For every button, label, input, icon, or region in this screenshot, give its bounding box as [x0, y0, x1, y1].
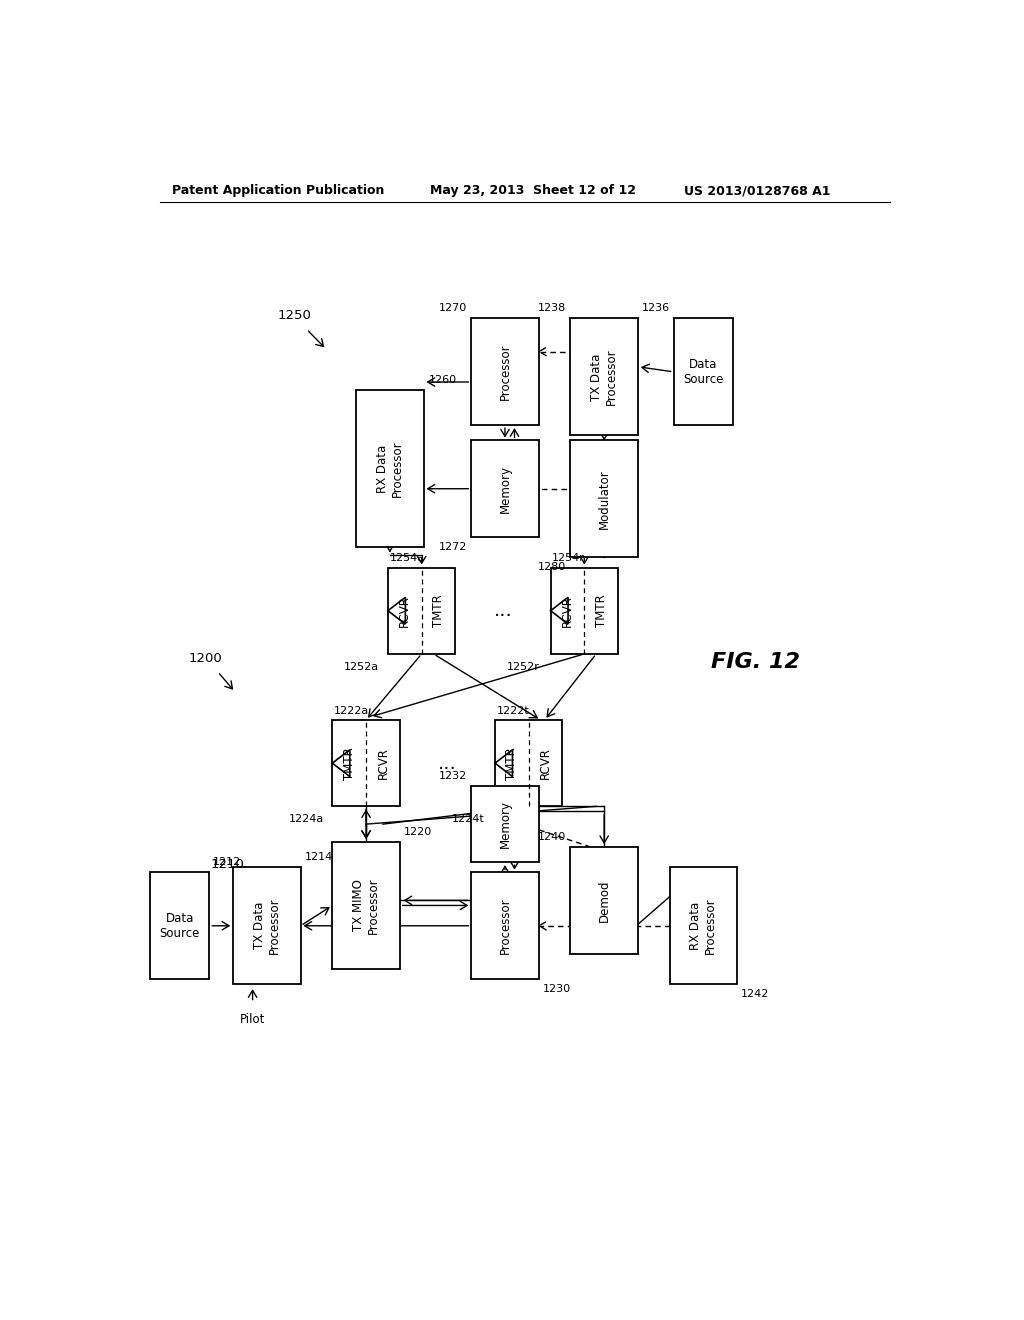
Text: RCVR: RCVR [377, 747, 389, 779]
Text: ...: ... [494, 601, 512, 620]
Text: 1250: 1250 [278, 309, 311, 322]
Bar [674, 318, 733, 425]
Text: May 23, 2013  Sheet 12 of 12: May 23, 2013 Sheet 12 of 12 [430, 183, 636, 197]
Bar [471, 785, 539, 862]
Text: RCVR: RCVR [539, 747, 552, 779]
Text: 1200: 1200 [188, 652, 222, 665]
Bar [150, 873, 209, 979]
Bar [233, 867, 301, 985]
Text: 1214: 1214 [304, 853, 333, 862]
Bar [333, 842, 399, 969]
Text: 1222a: 1222a [334, 706, 370, 715]
Text: 1242: 1242 [741, 989, 769, 999]
Text: RX Data
Processor: RX Data Processor [376, 440, 403, 496]
Bar [471, 441, 539, 537]
Bar [551, 568, 618, 653]
Bar [570, 847, 638, 954]
Bar [670, 867, 737, 985]
Text: ...: ... [438, 754, 457, 772]
Text: 1210: 1210 [210, 858, 244, 871]
Text: 1220: 1220 [403, 826, 432, 837]
Text: 1270: 1270 [439, 304, 467, 313]
Bar [356, 389, 424, 548]
Text: TX Data
Processor: TX Data Processor [253, 898, 281, 954]
Text: Data
Source: Data Source [160, 912, 200, 940]
Text: Memory: Memory [499, 800, 511, 849]
Text: 1224a: 1224a [289, 814, 324, 825]
Text: 1252r: 1252r [507, 663, 540, 672]
Text: TX Data
Processor: TX Data Processor [590, 348, 618, 405]
Text: TX MIMO
Processor: TX MIMO Processor [352, 878, 380, 933]
Text: RCVR: RCVR [398, 595, 412, 627]
Text: Memory: Memory [499, 465, 511, 512]
Text: 1252a: 1252a [344, 663, 379, 672]
Text: 1280: 1280 [539, 562, 566, 573]
Text: TMTR: TMTR [595, 594, 607, 627]
Text: Pilot: Pilot [240, 1012, 265, 1026]
Text: 1272: 1272 [439, 543, 467, 552]
Text: FIG. 12: FIG. 12 [712, 652, 801, 672]
Text: Data
Source: Data Source [683, 358, 724, 385]
Text: 1236: 1236 [641, 304, 670, 313]
Text: 1222t: 1222t [497, 706, 529, 715]
Bar [471, 318, 539, 425]
Bar [333, 719, 399, 807]
Text: TMTR: TMTR [432, 594, 445, 627]
Text: RX Data
Processor: RX Data Processor [689, 898, 718, 954]
Text: 1254a: 1254a [389, 553, 425, 564]
Text: Demod: Demod [598, 879, 610, 921]
Text: 1230: 1230 [543, 985, 570, 994]
Text: US 2013/0128768 A1: US 2013/0128768 A1 [684, 183, 830, 197]
Text: Processor: Processor [499, 343, 511, 400]
Text: 1212: 1212 [213, 857, 242, 867]
Text: Modulator: Modulator [598, 469, 610, 529]
Text: 1232: 1232 [439, 771, 467, 781]
Text: 1260: 1260 [429, 375, 458, 384]
Bar [495, 719, 562, 807]
Bar [570, 318, 638, 436]
Text: Processor: Processor [499, 898, 511, 954]
Text: RCVR: RCVR [561, 595, 574, 627]
Text: 1254r: 1254r [552, 553, 585, 564]
Bar [388, 568, 456, 653]
Text: TMTR: TMTR [343, 747, 355, 780]
Text: 1240: 1240 [539, 832, 566, 842]
Text: 1224t: 1224t [452, 814, 484, 825]
Text: 1238: 1238 [539, 304, 566, 313]
Text: TMTR: TMTR [506, 747, 518, 780]
Bar [471, 873, 539, 979]
Bar [570, 441, 638, 557]
Text: Patent Application Publication: Patent Application Publication [172, 183, 384, 197]
